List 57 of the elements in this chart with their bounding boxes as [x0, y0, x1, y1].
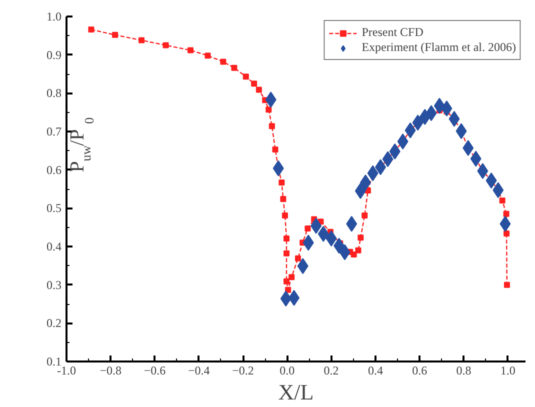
x-tick-label: 1.0	[500, 364, 516, 378]
point	[284, 235, 290, 242]
point	[504, 230, 510, 236]
point	[288, 274, 295, 280]
point	[242, 74, 249, 80]
point	[355, 247, 362, 254]
y-tick-label: 0.2	[46, 316, 62, 330]
point	[138, 37, 145, 44]
point	[503, 210, 510, 217]
x-tick-label: −0.4	[188, 364, 210, 378]
y-tick-label: 0.6	[46, 162, 62, 177]
point	[441, 100, 452, 116]
point	[350, 252, 357, 258]
y-axis-title: Puw/P0	[66, 117, 96, 172]
point	[268, 123, 275, 130]
x-tick-label: −0.8	[100, 364, 122, 378]
x-tick-label: −0.2	[232, 364, 254, 378]
x-tick-label: 0.6	[412, 364, 428, 378]
y-tick-label: 0.1	[46, 354, 62, 368]
y-tick-label: 0.8	[46, 86, 62, 100]
point	[272, 146, 278, 153]
point	[284, 278, 290, 284]
point	[282, 212, 288, 218]
y-tick-label: 0.5	[46, 201, 62, 216]
point	[112, 32, 118, 38]
point	[304, 225, 311, 232]
point	[251, 80, 258, 87]
x-tick-label: 0.0	[280, 364, 295, 378]
y-tick-label: 0.4	[46, 240, 62, 254]
x-tick-label: −0.6	[144, 364, 166, 378]
y-tick-label: 0.3	[46, 278, 62, 292]
point	[504, 282, 510, 288]
point	[204, 52, 211, 59]
point	[220, 58, 226, 65]
point	[266, 106, 272, 113]
legend-label: Present CFD	[362, 25, 424, 40]
point	[362, 212, 368, 218]
point	[256, 86, 262, 93]
point	[280, 196, 286, 202]
point	[499, 198, 506, 204]
y-tick-label: 0.7	[46, 124, 62, 138]
point	[188, 47, 194, 54]
point	[162, 42, 169, 48]
x-tick-label: 0.4	[368, 364, 383, 378]
point	[278, 179, 285, 186]
point	[285, 286, 292, 293]
x-axis-title: X/L	[278, 380, 314, 404]
point	[88, 26, 94, 33]
x-tick-label: 0.2	[324, 364, 339, 378]
y-tick-label: 0.9	[46, 48, 62, 62]
point	[358, 234, 364, 241]
point	[294, 255, 301, 262]
x-tick-label: 0.8	[456, 364, 472, 378]
point	[231, 64, 238, 71]
point	[284, 250, 290, 256]
legend-label: Experiment (Flamm et al. 2006)	[362, 40, 516, 55]
y-tick-label: 1.0	[46, 10, 62, 24]
